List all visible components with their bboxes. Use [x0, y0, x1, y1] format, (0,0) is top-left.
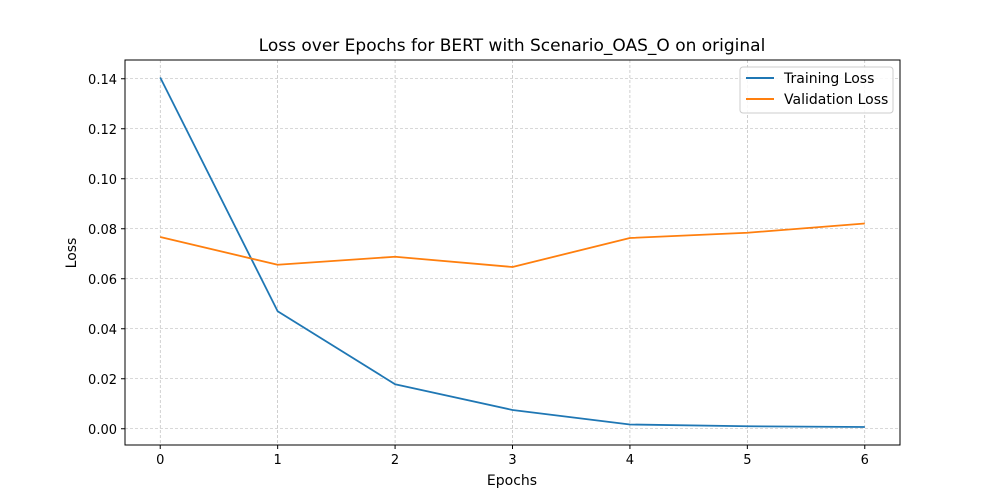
- chart-title: Loss over Epochs for BERT with Scenario_…: [259, 36, 766, 56]
- y-tick-label: 0.02: [88, 373, 117, 388]
- legend-box: [739, 66, 894, 114]
- x-tick-label: 4: [626, 453, 634, 468]
- y-axis-title: Loss: [64, 238, 80, 269]
- x-axis-ticks: 0 1 2 3 4 5 6: [156, 445, 869, 468]
- x-tick-label: 2: [391, 453, 399, 468]
- y-tick-label: 0.04: [88, 323, 117, 338]
- y-tick-label: 0.12: [88, 123, 117, 138]
- series-line-validation-loss: [160, 222, 865, 268]
- x-tick-label: 0: [156, 453, 164, 468]
- y-tick-label: 0.14: [88, 73, 117, 88]
- x-tick-label: 6: [861, 453, 869, 468]
- y-tick-label: 0.06: [88, 273, 117, 288]
- x-axis-title: Epochs: [487, 473, 537, 489]
- y-tick-label: 0.10: [88, 173, 117, 188]
- legend: Training Loss Validation Loss: [739, 66, 894, 114]
- legend-label-validation-loss: Validation Loss: [784, 92, 888, 108]
- series-line-training-loss: [159, 77, 865, 428]
- y-tick-label: 0.08: [88, 223, 117, 238]
- x-tick-label: 5: [743, 453, 751, 468]
- x-tick-label: 1: [274, 453, 282, 468]
- y-axis-ticks: 0.00 0.02 0.04 0.06 0.08 0.10 0.12 0.14: [88, 73, 125, 438]
- x-tick-label: 3: [508, 453, 516, 468]
- y-tick-label: 0.00: [88, 423, 117, 438]
- series-lines: [159, 77, 865, 428]
- legend-label-training-loss: Training Loss: [783, 71, 874, 87]
